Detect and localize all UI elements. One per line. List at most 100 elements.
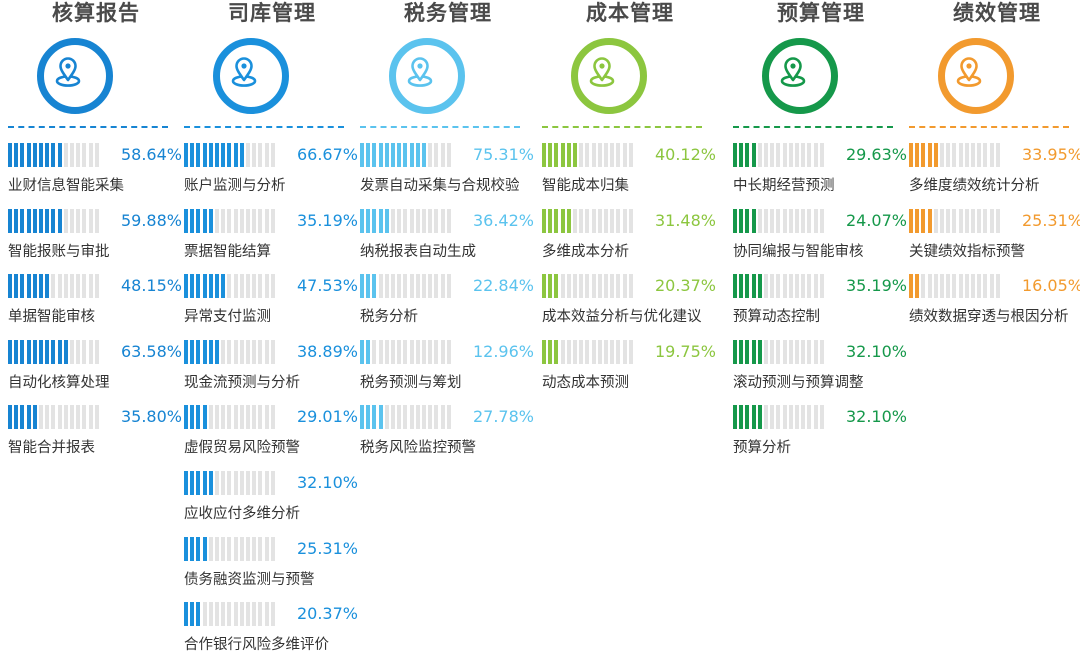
bar-segment-filled	[196, 602, 201, 627]
bar-segment-empty	[604, 274, 608, 299]
bar-segment-filled	[184, 208, 188, 233]
bar-segment-filled	[415, 143, 420, 167]
bar-segment-filled	[208, 471, 213, 495]
percentage-value: 12.96%	[472, 341, 534, 361]
adoption-progress-bar	[360, 143, 452, 167]
bar-segment-empty	[764, 143, 768, 167]
bar-segment-filled	[384, 208, 389, 233]
bar-segment-empty	[252, 339, 257, 364]
bar-segment-empty	[70, 274, 74, 299]
bar-segment-empty	[622, 274, 627, 299]
bar-segment-empty	[622, 208, 627, 233]
bar-segment-filled	[927, 208, 932, 233]
module-divider	[8, 126, 168, 128]
bar-segment-empty	[239, 405, 244, 430]
bar-segment-empty	[246, 536, 250, 561]
bar-segment-filled	[196, 208, 201, 233]
adoption-progress-bar	[360, 405, 452, 430]
bar-segment-empty	[88, 405, 93, 430]
bar-segment-filled	[757, 339, 762, 364]
bar-segment-empty	[409, 274, 414, 299]
module-divider	[360, 126, 520, 128]
bar-segment-empty	[764, 274, 768, 299]
capability-label: 税务预测与筹划	[360, 374, 462, 391]
bar-segment-empty	[776, 208, 781, 233]
bar-segment-filled	[751, 339, 756, 364]
bar-segment-empty	[940, 274, 944, 299]
capability-item: 20.37% 合作银行风险多维评价	[184, 602, 360, 666]
capability-label: 现金流预测与分析	[184, 374, 300, 391]
bar-segment-empty	[807, 208, 812, 233]
bar-segment-empty	[246, 405, 250, 430]
bar-segment-empty	[82, 405, 87, 430]
bar-segment-empty	[940, 143, 944, 167]
bar-segment-empty	[76, 143, 81, 167]
bar-segment-filled	[20, 143, 25, 167]
module-divider	[542, 126, 702, 128]
bar-segment-empty	[995, 143, 1000, 167]
bar-segment-filled	[208, 143, 213, 167]
bar-segment-empty	[560, 274, 565, 299]
bar-segment-filled	[391, 143, 395, 167]
module-column: 预算管理 29.63% 中长期经营预测 24.07% 协同编报与智能审核 35.19% 预算…	[733, 0, 909, 652]
bar-segment-filled	[32, 208, 37, 233]
bar-segment-filled	[45, 208, 50, 233]
bar-segment-empty	[227, 208, 232, 233]
bar-segment-empty	[995, 208, 1000, 233]
bar-segment-empty	[246, 471, 250, 495]
bar-segment-empty	[221, 471, 226, 495]
bar-segment-filled	[196, 536, 201, 561]
bar-segment-filled	[20, 339, 25, 364]
bar-segment-empty	[927, 274, 932, 299]
bar-segment-empty	[566, 339, 571, 364]
bar-segment-filled	[739, 274, 744, 299]
bar-segment-filled	[360, 143, 364, 167]
bar-segment-filled	[196, 143, 201, 167]
bar-segment-filled	[403, 143, 408, 167]
adoption-progress-bar	[542, 143, 634, 167]
capability-item: 33.95% 多维度绩效统计分析	[909, 143, 1080, 207]
bar-segment-filled	[378, 208, 383, 233]
bar-segment-filled	[190, 405, 195, 430]
bar-segment-empty	[82, 274, 87, 299]
bar-segment-empty	[252, 208, 257, 233]
bar-segment-empty	[246, 143, 250, 167]
capability-item: 24.07% 协同编报与智能审核	[733, 208, 909, 273]
capability-item: 66.67% 账户监测与分析	[184, 143, 360, 207]
bar-segment-empty	[258, 208, 263, 233]
module-badge	[37, 38, 113, 114]
bar-segment-empty	[378, 274, 383, 299]
capability-label: 账户监测与分析	[184, 178, 286, 194]
capability-item: 31.48% 多维成本分析	[542, 208, 718, 273]
bar-segment-empty	[983, 143, 988, 167]
bar-segment-filled	[39, 339, 43, 364]
adoption-progress-bar	[8, 339, 100, 364]
bar-segment-empty	[94, 339, 99, 364]
bar-segment-empty	[591, 143, 596, 167]
adoption-progress-bar	[184, 208, 276, 233]
module-badge	[762, 38, 838, 114]
bar-segment-empty	[428, 208, 433, 233]
bar-segment-filled	[45, 274, 50, 299]
bar-segment-filled	[733, 339, 737, 364]
bar-segment-empty	[403, 274, 408, 299]
bar-segment-empty	[246, 274, 250, 299]
bar-segment-empty	[757, 208, 762, 233]
adoption-progress-bar	[184, 405, 276, 430]
bar-segment-empty	[819, 405, 824, 430]
capability-item: 40.12% 智能成本归集	[542, 143, 718, 207]
percentage-value: 40.12%	[654, 145, 716, 164]
bar-segment-filled	[554, 339, 559, 364]
adoption-progress-bar	[184, 274, 276, 299]
capability-label: 应收应付多维分析	[184, 506, 300, 522]
capability-label: 关键绩效指标预警	[909, 243, 1025, 260]
capability-item: 36.42% 纳税报表自动生成	[360, 208, 536, 273]
capability-item: 22.84% 税务分析	[360, 274, 536, 338]
percentage-value: 75.31%	[472, 145, 534, 164]
bar-segment-filled	[921, 208, 926, 233]
bar-segment-empty	[764, 405, 768, 430]
bar-segment-filled	[26, 143, 31, 167]
bar-segment-empty	[82, 339, 87, 364]
capability-label: 债务融资监测与预警	[184, 571, 315, 588]
capability-label: 业财信息智能采集	[8, 178, 124, 194]
